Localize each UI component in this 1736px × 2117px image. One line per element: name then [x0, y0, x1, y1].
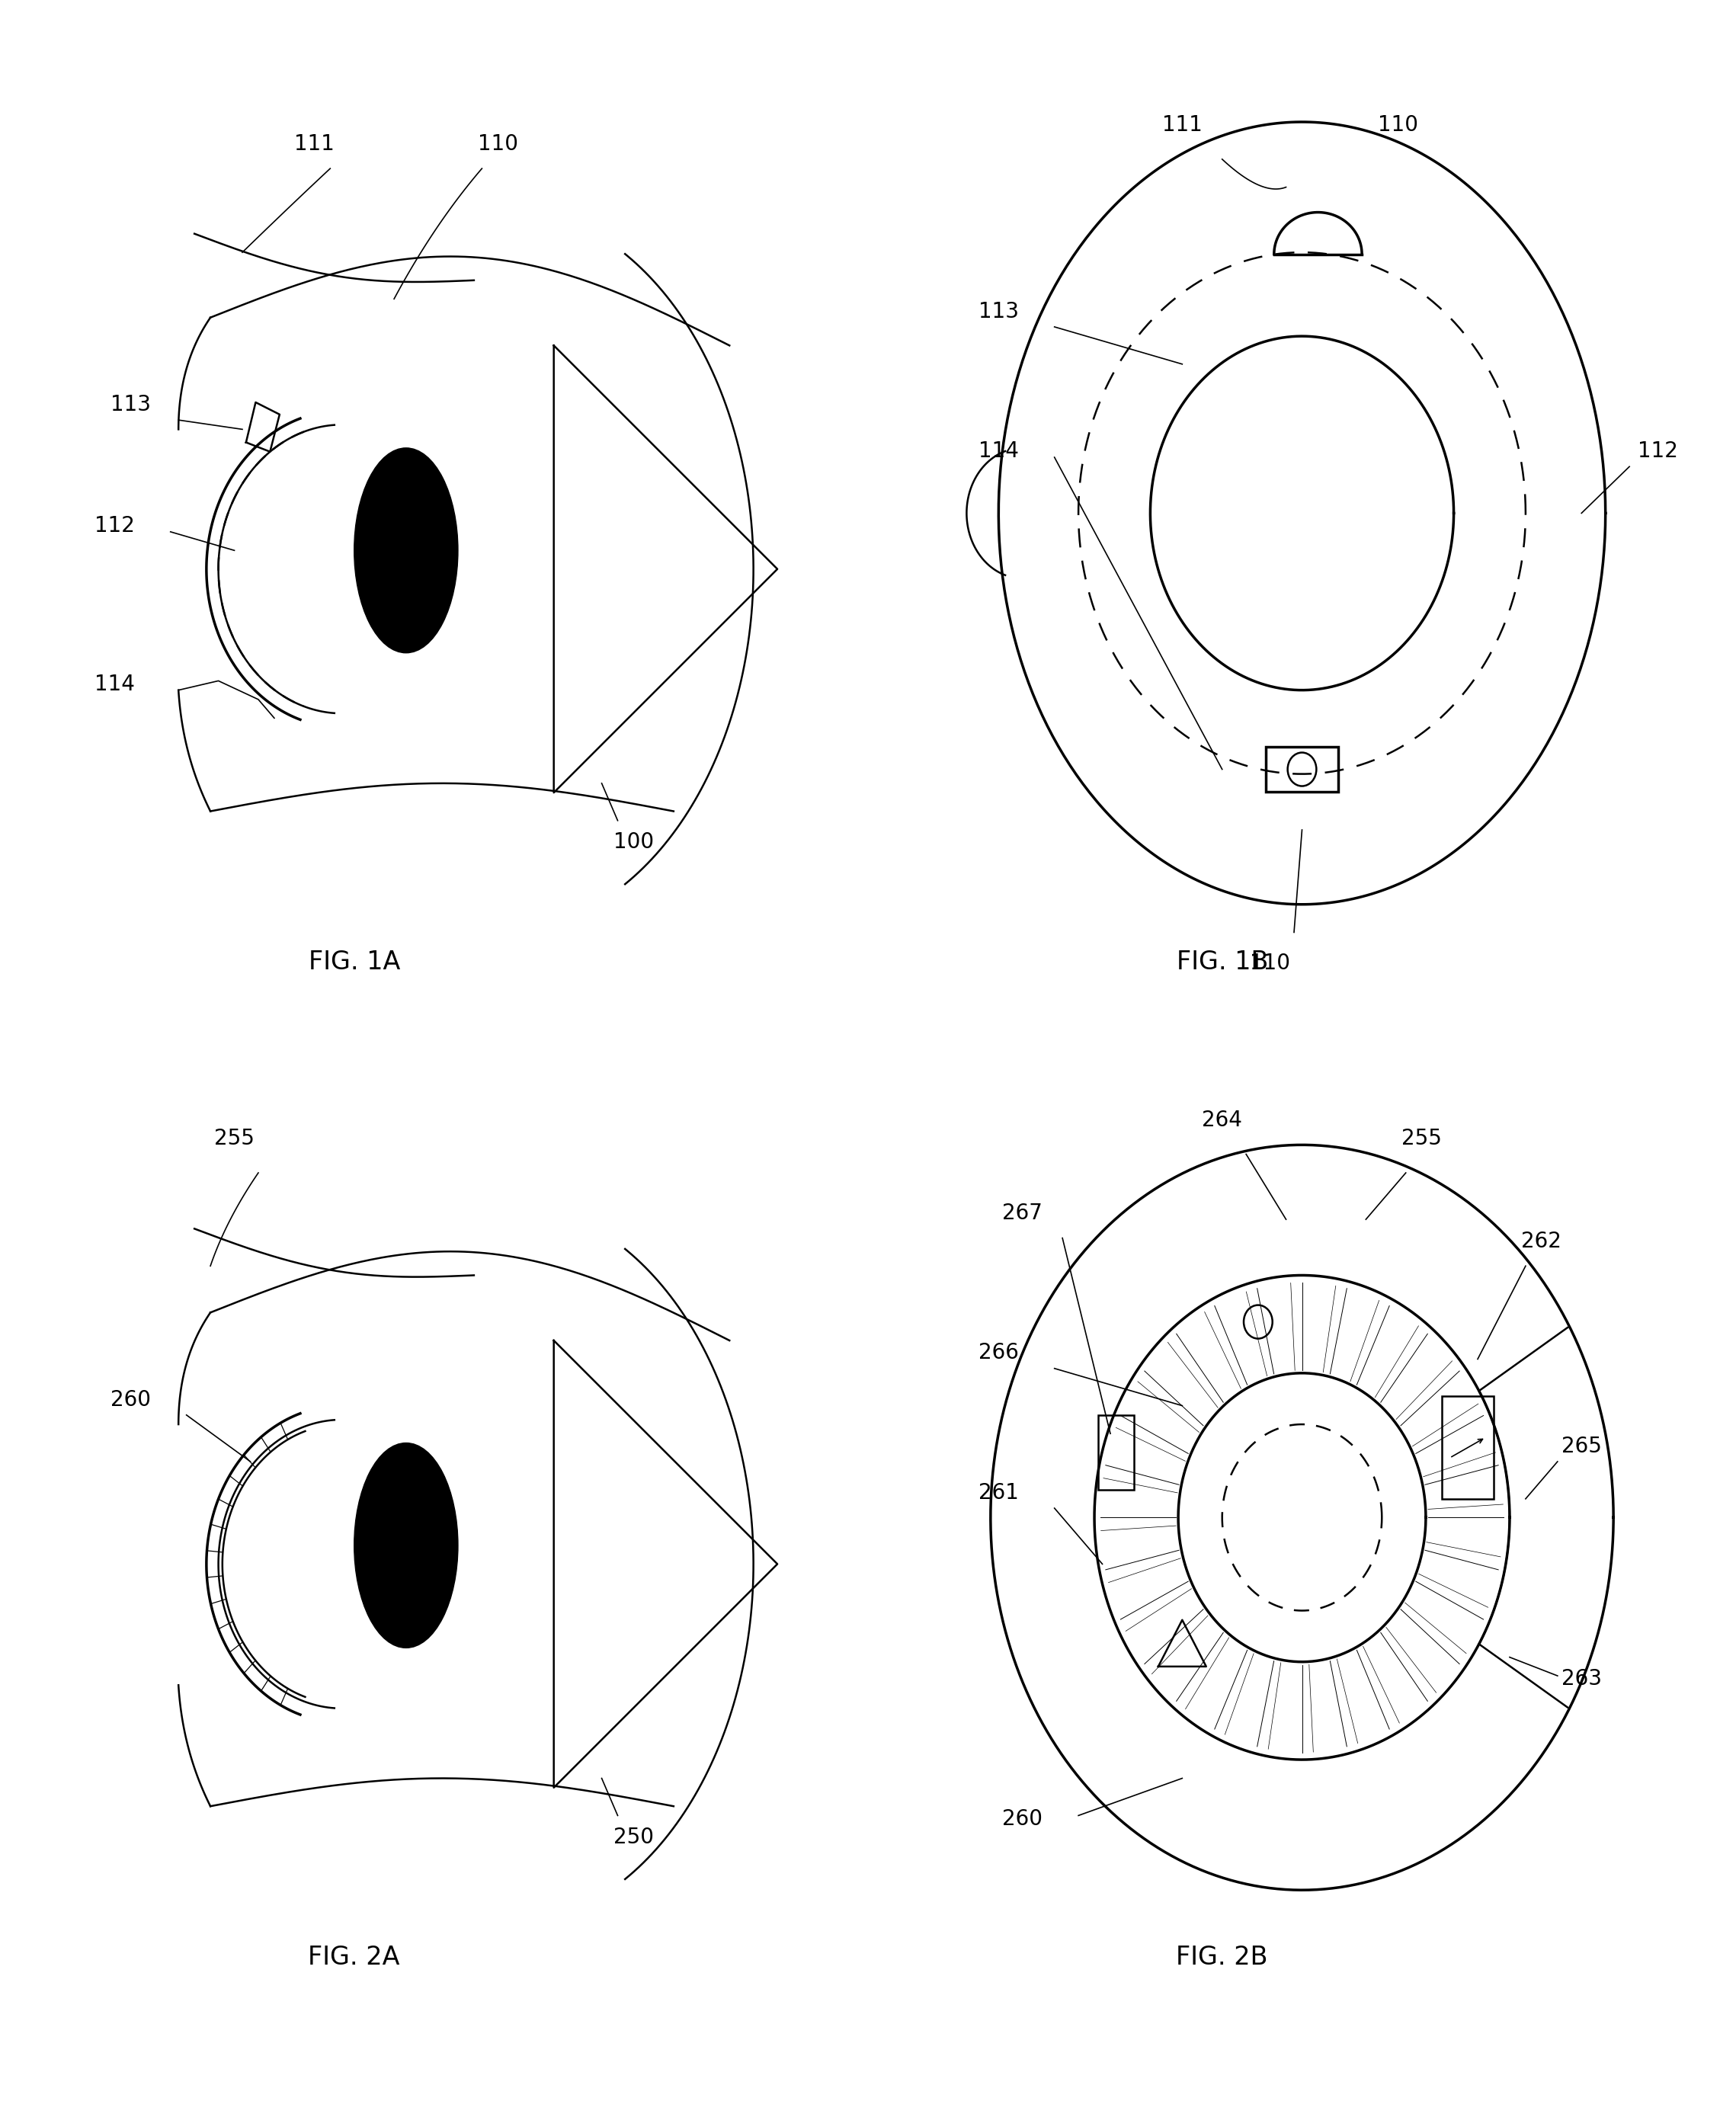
FancyBboxPatch shape	[1441, 1397, 1493, 1499]
Text: 111: 111	[293, 133, 335, 155]
Text: 260: 260	[1002, 1808, 1043, 1829]
Text: 110: 110	[1250, 953, 1290, 974]
Text: 255: 255	[214, 1128, 255, 1150]
Text: 267: 267	[1002, 1202, 1043, 1224]
Text: FIG. 1A: FIG. 1A	[309, 951, 399, 976]
Ellipse shape	[354, 449, 458, 652]
Text: 111: 111	[1161, 114, 1203, 135]
Text: 260: 260	[111, 1389, 151, 1410]
Text: 114: 114	[979, 440, 1019, 462]
Text: 261: 261	[979, 1482, 1019, 1503]
Text: 112: 112	[1637, 440, 1677, 462]
Text: 266: 266	[979, 1342, 1019, 1363]
Ellipse shape	[354, 1444, 458, 1647]
Text: FIG. 2A: FIG. 2A	[309, 1946, 399, 1971]
Text: FIG. 2B: FIG. 2B	[1177, 1946, 1267, 1971]
Text: 264: 264	[1201, 1109, 1243, 1130]
Text: FIG. 1B: FIG. 1B	[1177, 951, 1267, 976]
Text: 114: 114	[94, 673, 135, 694]
Text: 112: 112	[94, 514, 135, 536]
Text: 265: 265	[1561, 1435, 1602, 1456]
Text: 110: 110	[477, 133, 517, 155]
Text: 110: 110	[1378, 114, 1418, 135]
FancyBboxPatch shape	[1099, 1414, 1134, 1490]
Text: 262: 262	[1521, 1230, 1562, 1251]
Text: 263: 263	[1561, 1668, 1602, 1689]
Text: 113: 113	[979, 301, 1019, 322]
Text: 100: 100	[613, 832, 654, 853]
Text: 250: 250	[613, 1827, 654, 1848]
FancyBboxPatch shape	[1266, 747, 1338, 792]
Text: 113: 113	[111, 394, 151, 415]
Text: 255: 255	[1401, 1128, 1443, 1150]
